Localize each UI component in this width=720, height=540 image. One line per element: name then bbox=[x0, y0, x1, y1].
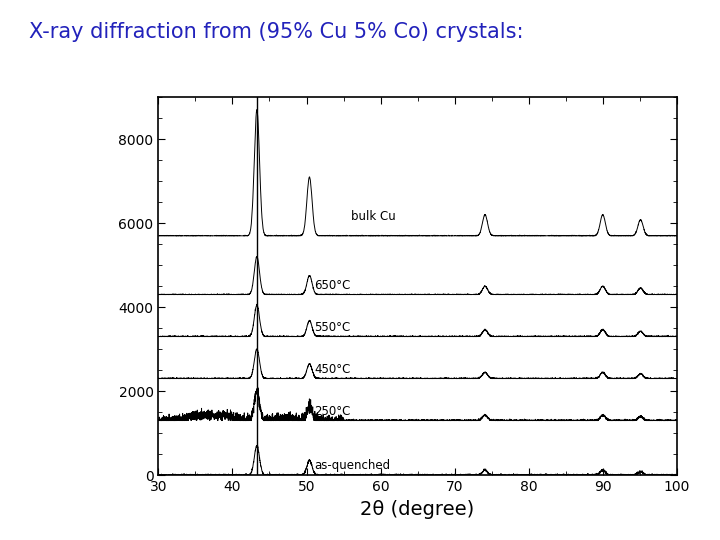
Text: 550°C: 550°C bbox=[314, 321, 350, 334]
Text: 650°C: 650°C bbox=[314, 279, 351, 292]
Text: bulk Cu: bulk Cu bbox=[351, 210, 396, 223]
Text: 250°C: 250°C bbox=[314, 405, 351, 418]
Text: X-ray diffraction from (95% Cu 5% Co) crystals:: X-ray diffraction from (95% Cu 5% Co) cr… bbox=[29, 22, 523, 42]
Text: as-quenched: as-quenched bbox=[314, 459, 390, 472]
X-axis label: 2θ (degree): 2θ (degree) bbox=[361, 500, 474, 518]
Text: 450°C: 450°C bbox=[314, 363, 351, 376]
